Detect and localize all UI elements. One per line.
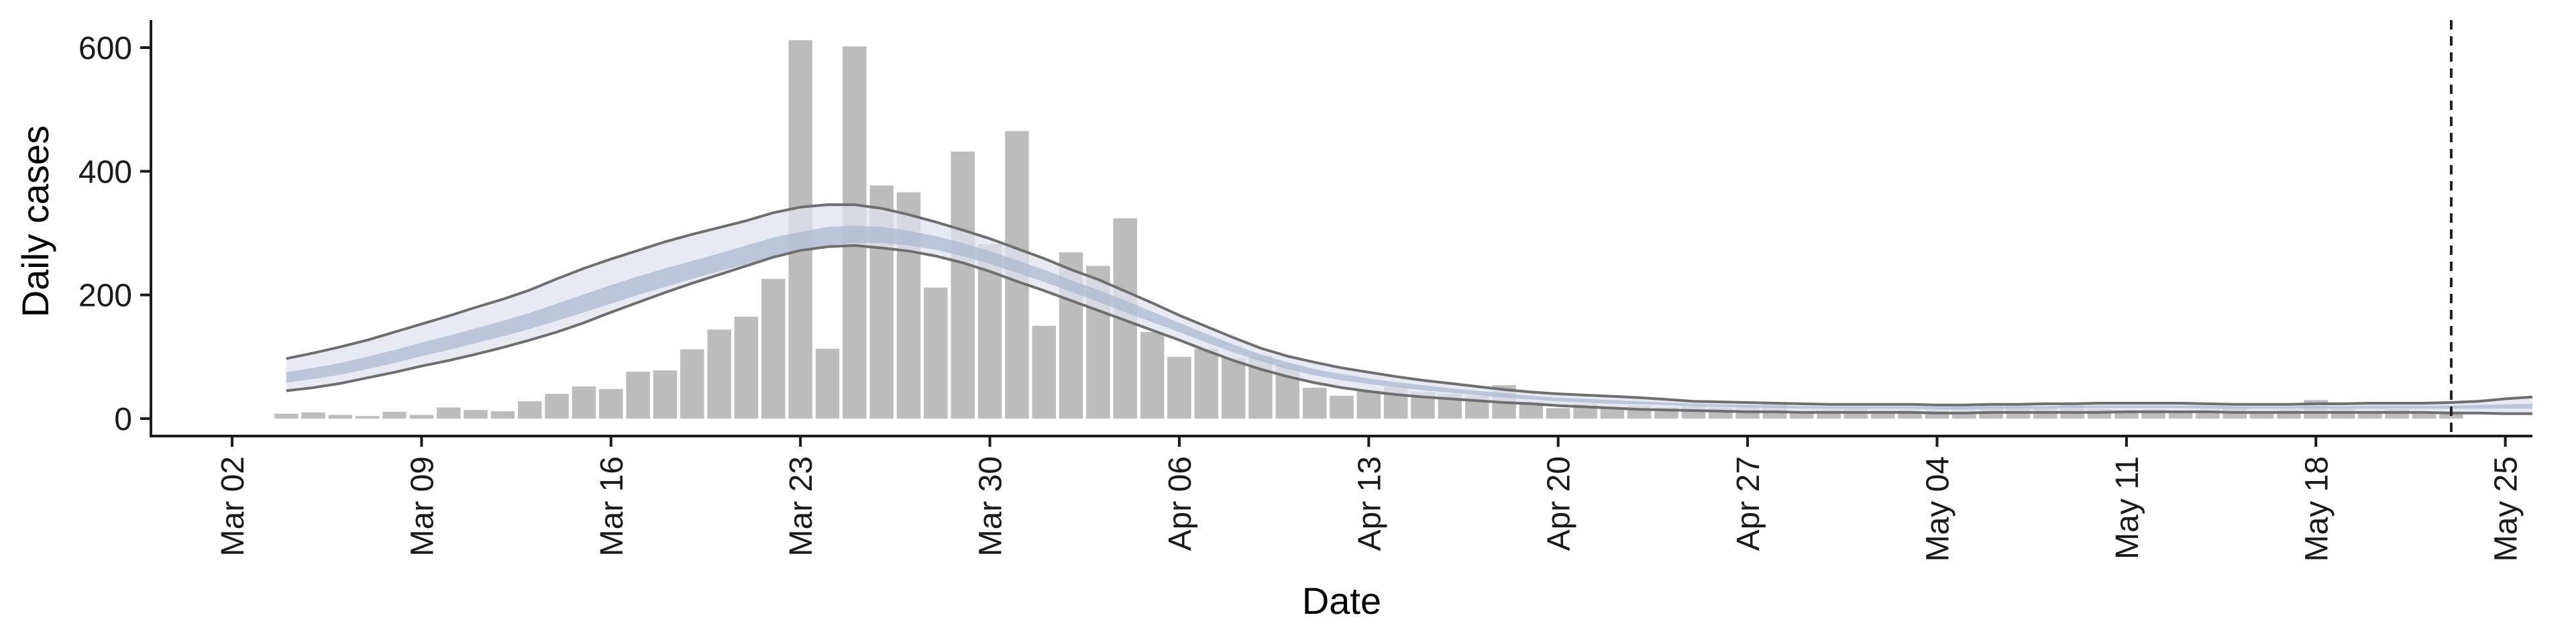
case-bar	[924, 287, 948, 419]
x-tick-label: Mar 30	[973, 456, 1009, 556]
case-bar	[761, 278, 786, 419]
x-tick-label: Apr 06	[1163, 456, 1198, 551]
x-tick-label: Apr 27	[1731, 456, 1766, 551]
case-bar	[951, 151, 975, 419]
case-bar	[301, 412, 325, 419]
case-bar	[274, 413, 299, 419]
case-bar	[653, 370, 678, 419]
y-tick-label: 0	[114, 402, 132, 437]
case-bar	[355, 416, 380, 419]
case-bar	[1356, 390, 1381, 419]
estimate-band-layer	[286, 203, 2533, 415]
case-bar	[382, 411, 407, 419]
case-bar	[1330, 395, 1354, 419]
x-tick-label: Mar 16	[594, 456, 630, 556]
bars-layer	[274, 40, 2463, 419]
case-bar	[437, 407, 461, 419]
x-tick-label: May 25	[2489, 456, 2524, 561]
case-bar	[815, 348, 840, 419]
case-bar	[680, 349, 704, 419]
case-bar	[1302, 387, 1327, 419]
x-tick-label: Mar 09	[405, 456, 440, 556]
case-bar	[1032, 325, 1056, 419]
case-bar	[734, 316, 759, 419]
estimate-lower-line	[286, 244, 2532, 415]
case-bar	[328, 415, 353, 419]
case-bar	[626, 371, 650, 419]
case-bar	[464, 410, 488, 419]
case-bar	[2168, 411, 2193, 419]
x-tick-label: Mar 02	[215, 456, 251, 556]
case-bar	[545, 394, 569, 419]
case-bar	[1790, 411, 1814, 419]
y-tick-label: 200	[78, 278, 132, 314]
x-axis-title: Date	[1302, 580, 1381, 622]
case-bar	[2412, 412, 2436, 419]
y-tick-label: 400	[78, 154, 132, 190]
case-bar	[599, 388, 623, 419]
y-tick-label: 600	[78, 31, 132, 66]
case-bar	[707, 329, 731, 419]
x-tick-label: May 04	[1921, 456, 1956, 561]
x-ticks-layer: Mar 02 Mar 09 Mar 16 Mar 23 Mar 30 Apr 06 Apr …	[215, 436, 2524, 561]
case-bar	[1221, 358, 1246, 419]
case-bar	[1140, 331, 1165, 419]
estimate-upper-line	[286, 203, 2533, 407]
case-bar	[1871, 411, 1895, 419]
case-bar	[2358, 412, 2382, 419]
x-tick-label: Apr 13	[1352, 456, 1387, 551]
case-bar	[1600, 407, 1625, 419]
x-tick-label: Apr 20	[1542, 456, 1577, 551]
case-bar	[1546, 408, 1570, 419]
y-ticks-layer: 0 200 400 600	[78, 31, 151, 437]
case-bar	[490, 411, 515, 419]
x-tick-label: May 18	[2299, 456, 2334, 561]
case-bar	[518, 401, 542, 419]
case-bar	[409, 415, 434, 419]
case-bar	[572, 386, 596, 419]
axes-layer	[150, 20, 2532, 437]
y-axis-title: Daily cases	[14, 125, 56, 317]
x-tick-label: May 11	[2110, 456, 2145, 559]
case-bar	[1194, 348, 1219, 419]
case-bar	[2249, 412, 2274, 419]
case-bar	[1167, 356, 1191, 419]
x-tick-label: Mar 23	[784, 456, 819, 556]
